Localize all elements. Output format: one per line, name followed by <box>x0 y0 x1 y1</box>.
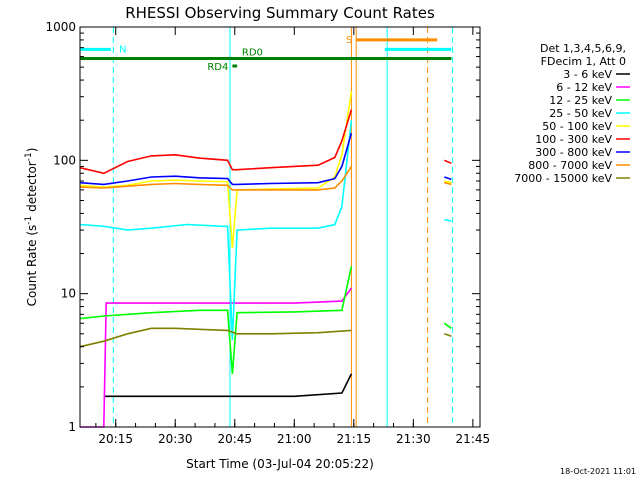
y-tick-label: 1 <box>68 420 76 434</box>
legend-entry-label: 7000 - 15000 keV <box>514 172 612 185</box>
plot-frame <box>79 26 481 428</box>
series-line-25-50keV <box>79 120 353 340</box>
y-tick-label: 10 <box>61 287 76 301</box>
x-tick-label: 20:15 <box>98 432 133 446</box>
legend-entry-label: 3 - 6 keV <box>563 68 612 81</box>
y-tick-label: 100 <box>53 153 76 167</box>
series-line-7000-15000keV <box>79 327 352 348</box>
y-axis-label: Count Rate (s-1 detector-1) <box>24 148 39 307</box>
series-line-late-300-800keV <box>444 176 452 181</box>
series-line-late-50-100keV <box>444 180 452 184</box>
flag-label-n: N <box>119 44 126 55</box>
flag-label-s: S <box>346 35 352 46</box>
series-line-late-25-50keV <box>444 218 452 222</box>
series-line-late-7000-15000keV <box>444 333 452 337</box>
legend-entry-label: 300 - 800 keV <box>535 146 612 159</box>
x-tick-label: 21:15 <box>337 432 372 446</box>
x-tick-label: 20:45 <box>217 432 252 446</box>
legend-entry-label: 100 - 300 keV <box>535 133 612 146</box>
y-tick-label: 1000 <box>45 20 76 34</box>
x-tick-label: 20:30 <box>158 432 193 446</box>
legend-entry-label: 25 - 50 keV <box>549 107 612 120</box>
series-line-100-300keV <box>79 109 353 175</box>
legend: Det 1,3,4,5,6,9,FDecim 1, Att 03 - 6 keV… <box>514 42 630 185</box>
series-line-late-12-25keV <box>443 322 452 329</box>
flag-label-rd4: RD4 <box>207 62 228 73</box>
timestamp: 18-Oct-2021 11:01 <box>560 467 636 476</box>
series-line-12-25keV <box>79 266 353 374</box>
legend-entry-label: 800 - 7000 keV <box>528 159 612 172</box>
series-line-late-800-7000keV <box>444 181 452 186</box>
plot-marks: N RD0 RD4 S <box>79 27 454 428</box>
series-line-300-800keV <box>79 132 353 186</box>
series-line-800-7000keV <box>79 165 353 191</box>
legend-header-1: FDecim 1, Att 0 <box>541 55 626 68</box>
x-tick-label: 21:30 <box>396 432 431 446</box>
flag-label-rd0: RD0 <box>242 48 263 59</box>
legend-entry-label: 50 - 100 keV <box>542 120 612 133</box>
series-line-3-6keV <box>103 373 353 398</box>
x-tick-label: 21:45 <box>456 432 491 446</box>
chart-title: RHESSI Observing Summary Count Rates <box>125 4 435 22</box>
x-tick-label: 21:00 <box>277 432 312 446</box>
legend-entry-label: 12 - 25 keV <box>549 94 612 107</box>
series-line-late-100-300keV <box>443 159 452 165</box>
axis-ticks: 20:15 20:30 20:45 21:00 21:15 21:30 21:45 1 10 10… <box>45 20 490 446</box>
legend-header-0: Det 1,3,4,5,6,9, <box>540 42 626 55</box>
x-axis-label: Start Time (03-Jul-04 20:05:22) <box>186 457 374 471</box>
legend-entry-label: 6 - 12 keV <box>556 81 612 94</box>
